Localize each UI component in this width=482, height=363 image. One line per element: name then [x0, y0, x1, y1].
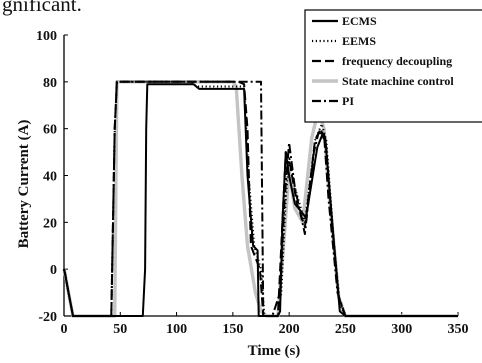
y-tick-label: 80: [43, 76, 57, 91]
legend-label: frequency decoupling: [342, 54, 452, 68]
x-tick-label: 200: [279, 322, 300, 337]
series-line-ecms: [63, 83, 458, 317]
axes-layer: 0 50 100 150 200 250 300 350 -20 0 20 40 60 80 100: [36, 29, 469, 337]
x-tick-label: 50: [113, 322, 127, 337]
caption-text: gnificant.: [2, 0, 82, 16]
y-tick-label: 40: [43, 170, 57, 185]
series-line-eems: [63, 80, 458, 317]
x-axis-title: Time (s): [248, 343, 301, 359]
x-tick-label: 150: [222, 322, 243, 337]
legend: ECMS EEMS frequency decoupling State machin…: [304, 9, 482, 123]
y-tick-label: -20: [38, 310, 57, 325]
y-tick-label: 60: [43, 123, 57, 138]
y-tick-label: 20: [43, 216, 57, 231]
y-tick-label: 100: [36, 29, 57, 44]
x-tick-label: 100: [166, 322, 187, 337]
legend-label: State machine control: [342, 74, 454, 88]
legend-label: PI: [342, 94, 354, 108]
series-layer: [62, 80, 458, 318]
legend-label: EEMS: [342, 34, 376, 48]
legend-label: ECMS: [342, 14, 377, 28]
x-tick-label: 0: [61, 322, 68, 337]
y-tick-label: 0: [50, 263, 57, 278]
y-axis-title: Battery Current (A): [16, 120, 32, 249]
x-tick-label: 300: [391, 322, 412, 337]
x-tick-label: 350: [448, 322, 469, 337]
legend-box: [304, 9, 482, 123]
x-tick-label: 250: [335, 322, 356, 337]
